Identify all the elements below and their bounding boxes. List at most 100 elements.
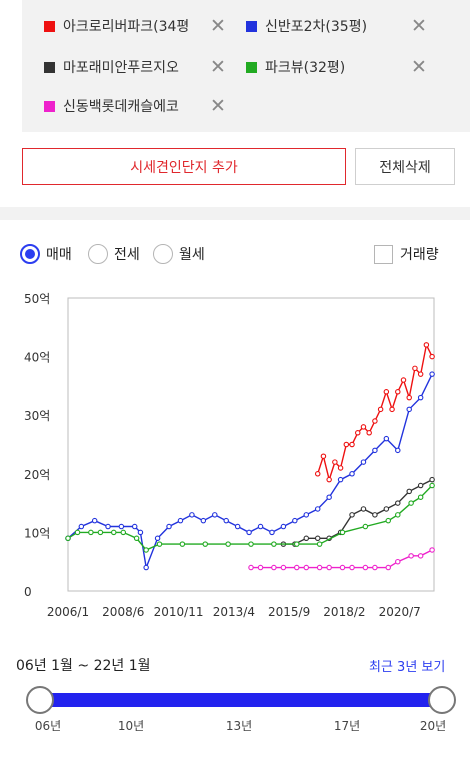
series-line-1 [67,373,433,571]
series-1-point [177,517,184,524]
series-2-point [395,500,401,506]
series-3-point [362,523,369,530]
delete-all-button[interactable]: 전체삭제 [355,148,455,185]
series-2-point [314,535,321,542]
series-1-point [154,535,161,542]
series-3-point [74,529,81,536]
series-1-point [337,476,344,483]
series-4-point [408,553,414,559]
series-1-point [383,435,390,442]
series-3-point [316,541,323,547]
y-tick-label: 20억 [24,468,50,482]
series-2-point [429,476,435,483]
series-0-point [354,430,361,436]
series-1-point [105,523,111,530]
x-tick-label: 2008/6 [102,605,144,619]
series-4-point [429,547,435,553]
series-1-point [137,529,144,536]
series-1-point [118,523,125,530]
series-0-point [332,459,338,465]
series-0-point [395,389,401,395]
color-swatch [44,100,55,112]
color-swatch [246,20,257,32]
series-2-point [406,488,412,495]
recent-3y-link[interactable]: 최근 3년 보기 [369,660,446,675]
series-1-point [429,371,435,377]
series-1-point [303,512,310,518]
series-4-point [349,564,355,571]
x-tick-label: 2015/9 [268,605,310,619]
series-4-point [362,564,369,571]
series-0-point [343,441,350,448]
series-0-point [326,476,332,483]
range-slider-start-handle[interactable] [26,686,54,714]
slider-tick-label: 10년 [117,719,145,733]
radio-monthly[interactable]: 월세 [153,243,205,265]
x-tick-label: 2020/7 [379,605,421,619]
series-4-point [339,564,346,571]
close-icon[interactable]: ✕ [210,56,226,78]
price-chart: 50억 40억 30억 20억 10억 0 2006/1 2008/6 2010/11 2013/… [24,292,435,619]
add-complex-button[interactable]: 시세견인단지 추가 [22,148,346,185]
series-3-point [111,529,117,536]
series-0-point [337,465,344,471]
compare-item-name: 아크로리버파크(34평 [63,19,190,35]
series-3-point [156,541,163,547]
series-3-point [133,535,140,542]
series-0-point [389,406,395,413]
slider-tick-label: 13년 [225,719,253,733]
series-1-point [78,523,85,530]
series-1-point [349,471,355,477]
x-tick-label: 2006/1 [47,605,89,619]
compare-item-name: 신반포2차(35평) [265,19,368,35]
y-tick-label: 0 [24,585,32,599]
series-3-point [339,529,346,536]
radio-circle-icon [20,244,40,264]
series-3-point [293,541,300,547]
series-3-point [65,535,71,542]
series-1-point [280,523,287,530]
compare-item-name: 마포래미안푸르지오 [63,60,179,76]
series-1-point [131,523,138,530]
series-1-point [269,529,275,536]
series-1-point [372,447,378,454]
radio-trade[interactable]: 매매 [20,243,72,265]
series-0-point [383,389,390,395]
slider-tick-label: 17년 [333,719,361,733]
close-icon[interactable]: ✕ [411,15,427,37]
series-1-point [234,523,241,530]
series-1-point [326,494,332,500]
color-swatch [246,61,257,73]
series-0-point [406,394,412,401]
series-line-3 [67,485,433,551]
color-swatch [44,20,55,32]
close-icon[interactable]: ✕ [210,95,226,117]
series-3-point [385,517,391,524]
range-slider-track[interactable] [40,693,442,707]
radio-circle-icon [153,244,173,264]
series-4-point [303,564,310,571]
series-2-point [360,506,367,512]
radio-circle-icon [88,244,108,264]
series-3-point [271,541,277,547]
close-icon[interactable]: ✕ [411,56,427,78]
color-swatch [44,61,55,73]
volume-checkbox[interactable]: 거래량 [374,243,439,265]
series-0-point [417,371,424,377]
y-tick-label: 10억 [24,526,50,540]
series-4-point [280,564,287,571]
date-range-text: 06년 1월 ~ 22년 1월 [16,658,151,674]
series-2-point [417,482,424,489]
series-0-point [314,471,321,477]
compare-item: 파크뷰(32평) [246,56,345,78]
series-4-point [385,564,391,571]
range-slider-end-handle[interactable] [428,686,456,714]
series-0-point [360,424,367,430]
volume-label: 거래량 [400,247,439,263]
compare-item-name: 파크뷰(32평) [265,60,346,76]
series-3-point [120,529,127,536]
radio-jeonse[interactable]: 전세 [88,243,140,265]
close-icon[interactable]: ✕ [210,15,226,37]
checkbox-icon [374,244,393,264]
series-0-point [349,441,355,448]
